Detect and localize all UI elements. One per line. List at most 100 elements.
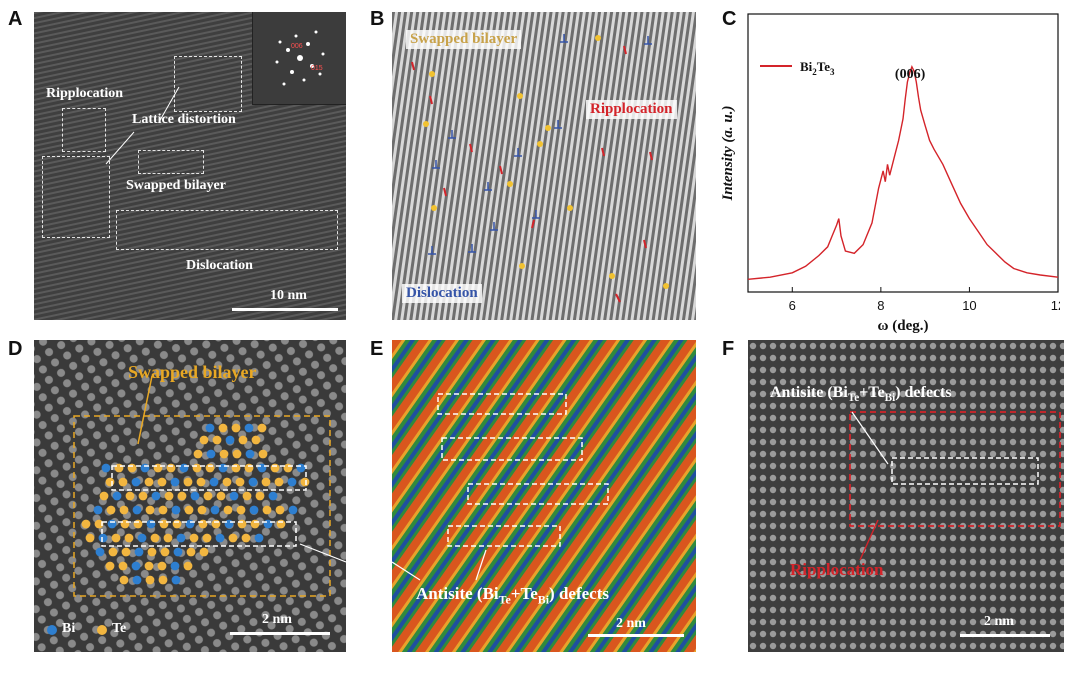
atom-dot	[198, 519, 208, 529]
atom-dot	[172, 519, 182, 529]
legend-te-dot	[97, 625, 107, 635]
lattice-distortion-box	[174, 56, 242, 112]
atom-dot	[171, 575, 181, 585]
atom-dot	[199, 435, 209, 445]
atom-dot	[159, 519, 169, 529]
atom-dot	[270, 463, 280, 473]
atom-dot	[254, 533, 264, 543]
panel-a-scale-bar	[232, 308, 338, 311]
atom-dot	[263, 519, 273, 529]
atom-dot	[185, 519, 195, 529]
atom-dot	[163, 533, 173, 543]
atom-dot	[229, 491, 239, 501]
atom-dot	[231, 463, 241, 473]
atom-dot	[105, 561, 115, 571]
atom-dot	[244, 463, 254, 473]
panel-e-colormap-image: Antisite (BiTe+TeBi) defects 2 nm	[392, 340, 696, 652]
swapped-bilayer-stars	[423, 35, 669, 289]
atom-dot	[202, 533, 212, 543]
panel-letter-f: F	[722, 338, 735, 360]
panel-f-scale-text: 2 nm	[984, 614, 1014, 629]
panel-f-atom-grid	[748, 340, 1064, 652]
atom-dot	[133, 519, 143, 529]
atom-dot	[147, 547, 157, 557]
atom-dot	[257, 463, 267, 473]
ripplocation-region	[849, 411, 1061, 527]
atom-dot	[144, 477, 154, 487]
antisite-boxes-e	[437, 393, 609, 547]
atom-dot	[203, 491, 213, 501]
atom-dot	[114, 463, 124, 473]
atom-dot	[107, 519, 117, 529]
panel-e-scale-text: 2 nm	[616, 616, 646, 631]
atom-dot	[245, 449, 255, 459]
atom-dot	[105, 477, 115, 487]
panel-a-scale-text: 10 nm	[270, 288, 307, 303]
label-f-antisite-defects: Antisite (BiTe+TeBi) defects	[770, 384, 952, 405]
label-e-antisite-defects: Antisite (BiTe+TeBi) defects	[416, 584, 609, 607]
atom-dot	[250, 519, 260, 529]
atom-dot	[193, 449, 203, 459]
panel-d-haadf-image: Swapped bilayer Bi Te 2 nm	[34, 340, 346, 652]
atom-dot	[262, 505, 272, 515]
atom-dot	[118, 477, 128, 487]
panel-f-scale-bar	[960, 634, 1050, 637]
atom-dot	[164, 491, 174, 501]
panel-letter-d: D	[8, 338, 23, 360]
label-ripplocation: Ripplocation	[46, 86, 124, 101]
panel-d-atom-grid	[34, 340, 346, 652]
atom-dot	[268, 491, 278, 501]
panel-d-scale-text: 2 nm	[262, 612, 292, 627]
chart-ticks: 6 8 10 12	[789, 287, 1060, 313]
atom-dot	[132, 505, 142, 515]
atom-dot	[212, 435, 222, 445]
atom-dot	[242, 491, 252, 501]
panel-a-tem-image: 006 015 Ripplocation Lattice distortion …	[34, 12, 346, 320]
antisite-box-upper	[111, 465, 307, 491]
atom-dot	[118, 561, 128, 571]
atom-dot	[111, 533, 121, 543]
atom-dot	[261, 477, 271, 487]
atom-dot	[275, 505, 285, 515]
atom-dot	[138, 491, 148, 501]
atom-dot	[205, 463, 215, 473]
atom-dot	[101, 463, 111, 473]
panel-e-scale-bar	[588, 634, 684, 637]
atom-dot	[192, 463, 202, 473]
left-distortion-box	[42, 156, 110, 238]
label-dislocation: Dislocation	[186, 258, 253, 273]
atom-dot	[94, 519, 104, 529]
swapped-bilayer-pointer	[137, 375, 153, 445]
label-d-swapped-bilayer: Swapped bilayer	[128, 362, 257, 382]
atom-dot	[173, 547, 183, 557]
atom-dot	[119, 575, 129, 585]
atom-dot	[81, 519, 91, 529]
atom-dot	[140, 463, 150, 473]
atom-dot	[134, 547, 144, 557]
atom-dot	[210, 505, 220, 515]
dislocation-markers	[428, 34, 652, 255]
atom-dot	[255, 491, 265, 501]
atom-dot	[121, 547, 131, 557]
atom-dot	[300, 477, 310, 487]
atom-dot	[211, 519, 221, 529]
chart-peak-annotation: (006)	[895, 67, 926, 82]
atom-dot	[219, 449, 229, 459]
atom-dot	[190, 491, 200, 501]
panel-letter-a: A	[8, 8, 23, 30]
atom-dot	[157, 477, 167, 487]
atom-dot	[85, 533, 95, 543]
panel-letter-c: C	[722, 8, 737, 30]
atom-dot	[160, 547, 170, 557]
atom-dot	[125, 491, 135, 501]
x-tick-label-8: 8	[877, 298, 884, 313]
chart-x-axis-label: ω (deg.)	[878, 318, 929, 334]
atom-dot	[241, 533, 251, 543]
atom-dot	[232, 449, 242, 459]
atom-dot	[120, 519, 130, 529]
atom-dot	[205, 423, 215, 433]
atom-dot	[170, 477, 180, 487]
ripplocation-box	[62, 108, 106, 152]
fft-label-006: 006	[291, 43, 303, 50]
fft-spots: 006 015	[275, 30, 325, 86]
